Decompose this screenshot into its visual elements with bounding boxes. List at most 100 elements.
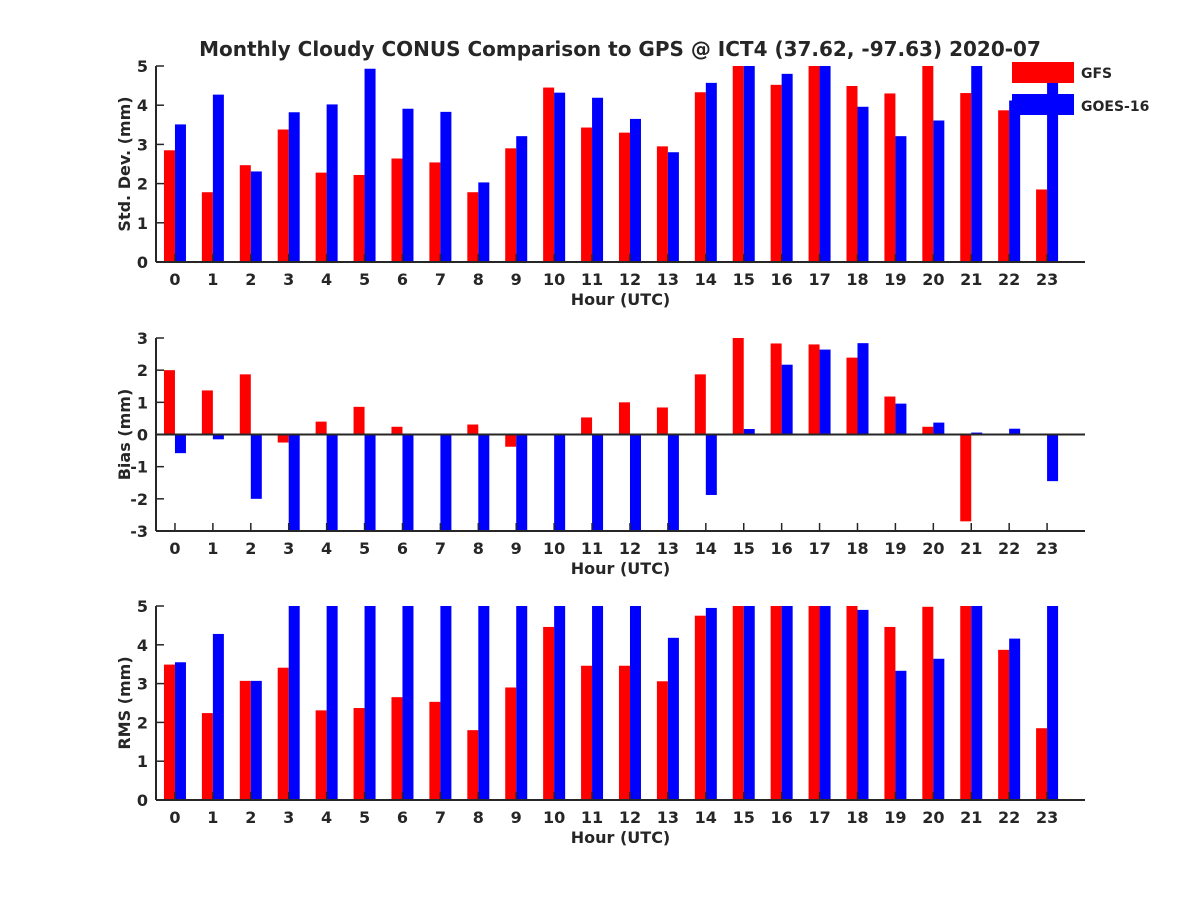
- bar-goes16-hour-23: [1047, 606, 1059, 800]
- bar-goes16-hour-12: [629, 606, 641, 800]
- x-tick-label: 0: [169, 270, 180, 289]
- legend-label-gfs: GFS: [1081, 66, 1112, 82]
- bar-gfs-hour-21: [960, 434, 972, 522]
- x-tick-label: 9: [511, 539, 522, 558]
- bar-gfs-hour-2: [239, 680, 251, 800]
- bar-goes16-hour-4: [326, 434, 338, 531]
- bar-goes16-hour-15: [743, 66, 755, 262]
- x-tick-label: 23: [1036, 539, 1058, 558]
- bar-goes16-hour-2: [250, 171, 262, 262]
- y-tick-label: 2: [137, 713, 148, 732]
- bar-goes16-hour-6: [402, 434, 414, 531]
- bar-goes16-hour-1: [212, 94, 224, 263]
- legend: GFS GOES-16: [1012, 62, 1149, 115]
- bar-gfs-hour-11: [581, 665, 593, 800]
- bar-gfs-hour-2: [239, 374, 251, 435]
- bar-gfs-hour-23: [1036, 189, 1048, 262]
- bar-gfs-hour-1: [201, 390, 213, 435]
- bar-goes16-hour-21: [971, 606, 983, 800]
- bar-goes16-hour-3: [288, 606, 300, 800]
- bar-gfs-hour-13: [656, 681, 668, 800]
- bar-gfs-hour-19: [884, 93, 896, 262]
- x-tick-label: 17: [808, 808, 830, 827]
- bar-gfs-hour-16: [770, 606, 782, 800]
- x-tick-label: 3: [283, 808, 294, 827]
- bar-gfs-hour-20: [922, 426, 934, 435]
- x-tick-label: 10: [543, 539, 565, 558]
- x-tick-label: 12: [619, 270, 641, 289]
- x-tick-label: 20: [922, 539, 944, 558]
- bar-goes16-hour-10: [554, 434, 566, 531]
- bar-goes16-hour-10: [554, 606, 566, 800]
- bar-goes16-hour-15: [743, 606, 755, 800]
- x-tick-label: 5: [359, 270, 370, 289]
- x-tick-label: 6: [397, 539, 408, 558]
- bar-goes16-hour-14: [705, 607, 717, 800]
- bar-gfs-hour-11: [581, 417, 593, 435]
- bar-gfs-hour-0: [163, 664, 175, 800]
- x-tick-label: 22: [998, 808, 1020, 827]
- x-tick-label: 22: [998, 270, 1020, 289]
- x-tick-label: 7: [435, 270, 446, 289]
- x-tick-label: 16: [771, 539, 793, 558]
- bar-goes16-hour-0: [174, 124, 186, 262]
- x-tick-label: 6: [397, 270, 408, 289]
- y-tick-label: 1: [137, 752, 148, 771]
- y-tick-label: 3: [137, 329, 148, 348]
- y-axis-label: RMS (mm): [115, 656, 134, 749]
- x-tick-label: 9: [511, 270, 522, 289]
- bar-goes16-hour-7: [440, 434, 452, 531]
- bar-gfs-hour-10: [543, 626, 555, 800]
- x-tick-label: 0: [169, 808, 180, 827]
- bar-goes16-hour-2: [250, 680, 262, 800]
- bar-gfs-hour-15: [732, 338, 744, 435]
- bar-goes16-hour-9: [516, 434, 528, 531]
- x-tick-label: 16: [771, 808, 793, 827]
- bar-gfs-hour-4: [315, 172, 327, 262]
- x-tick-label: 17: [808, 270, 830, 289]
- x-tick-label: 14: [695, 270, 717, 289]
- bar-gfs-hour-13: [656, 146, 668, 262]
- bar-goes16-hour-5: [364, 434, 376, 531]
- x-tick-label: 4: [321, 539, 332, 558]
- bar-goes16-hour-19: [895, 403, 907, 435]
- x-tick-label: 15: [733, 808, 755, 827]
- bar-goes16-hour-23: [1047, 77, 1059, 262]
- bar-gfs-hour-17: [808, 66, 820, 262]
- x-tick-label: 11: [581, 539, 603, 558]
- bar-gfs-hour-5: [353, 174, 365, 262]
- bar-goes16-hour-22: [1009, 638, 1021, 800]
- bar-goes16-hour-9: [516, 606, 528, 800]
- bar-goes16-hour-18: [857, 106, 869, 263]
- bar-goes16-hour-4: [326, 104, 338, 262]
- bar-gfs-hour-3: [277, 667, 289, 800]
- bar-goes16-hour-22: [1009, 100, 1021, 262]
- x-tick-label: 7: [435, 808, 446, 827]
- bar-goes16-hour-16: [781, 606, 793, 800]
- x-tick-label: 23: [1036, 270, 1058, 289]
- x-tick-label: 22: [998, 539, 1020, 558]
- bar-goes16-hour-5: [364, 68, 376, 263]
- bar-gfs-hour-21: [960, 93, 972, 262]
- bar-goes16-hour-13: [667, 637, 679, 800]
- x-axis-label: Hour (UTC): [571, 828, 671, 847]
- bar-goes16-hour-1: [212, 633, 224, 800]
- bar-gfs-hour-23: [1036, 728, 1048, 800]
- bar-gfs-hour-10: [543, 87, 555, 262]
- x-tick-label: 18: [846, 539, 868, 558]
- bar-goes16-hour-22: [1009, 428, 1021, 435]
- bar-gfs-hour-4: [315, 710, 327, 800]
- bar-gfs-hour-14: [694, 615, 706, 800]
- bar-gfs-hour-0: [163, 370, 175, 435]
- bar-gfs-hour-14: [694, 92, 706, 262]
- bar-gfs-hour-7: [429, 701, 441, 800]
- bar-gfs-hour-6: [391, 697, 403, 800]
- x-tick-label: 14: [695, 539, 717, 558]
- x-tick-label: 10: [543, 270, 565, 289]
- bar-gfs-hour-20: [922, 606, 934, 800]
- y-tick-label: 1: [137, 214, 148, 233]
- bar-gfs-hour-17: [808, 606, 820, 800]
